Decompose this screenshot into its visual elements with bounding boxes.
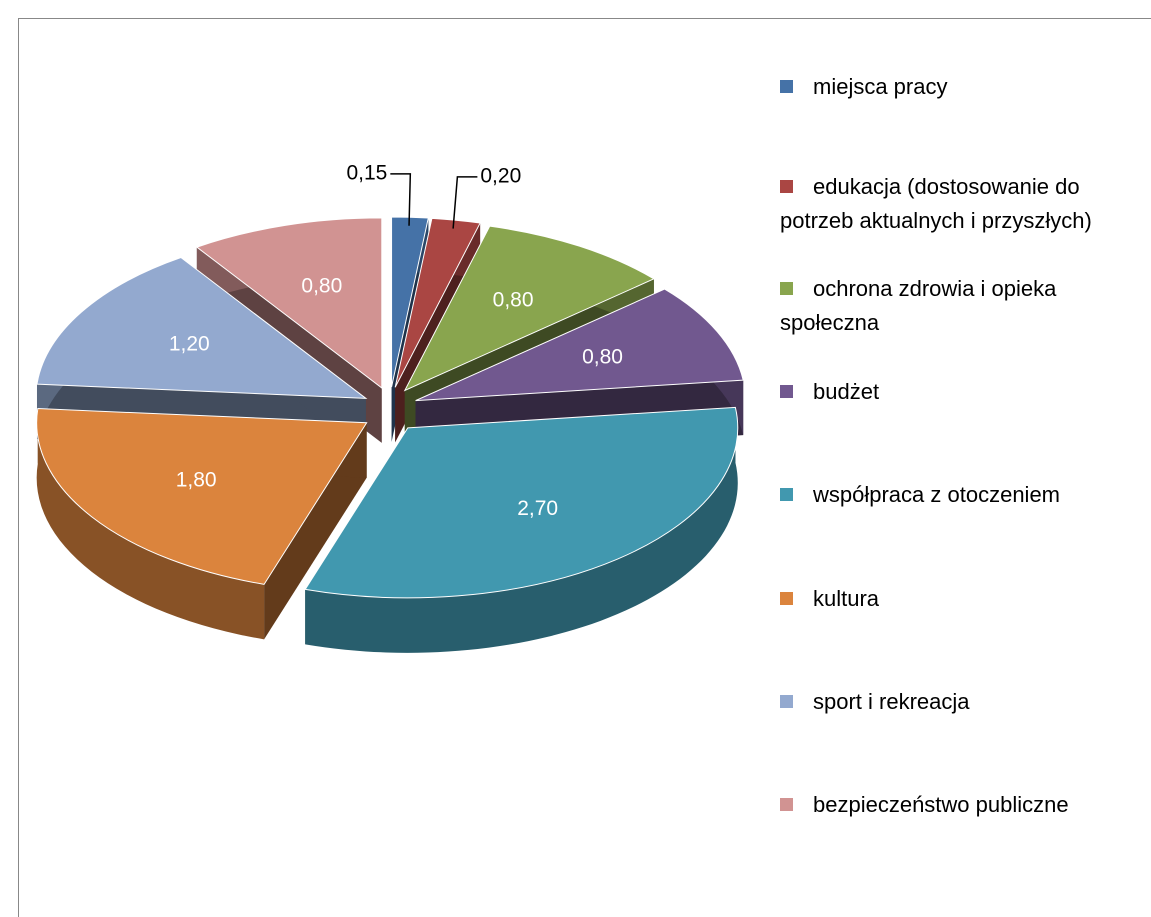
legend-item: edukacja (dostosowanie do potrzeb aktual…	[780, 170, 1140, 238]
legend-label: sport i rekreacja	[813, 689, 970, 714]
slice-wall	[264, 422, 367, 640]
legend-swatch	[780, 695, 793, 708]
slice	[415, 288, 744, 402]
chart-border	[18, 18, 1151, 917]
slice-side	[305, 407, 738, 653]
data-label: 0,15	[346, 161, 387, 184]
data-label: 1,80	[176, 469, 217, 492]
data-label: 2,70	[517, 497, 558, 520]
slice-side	[36, 408, 265, 640]
data-label: 0,80	[582, 345, 623, 368]
legend-swatch	[780, 180, 793, 193]
legend-item: kultura	[780, 582, 1140, 616]
legend-item: miejsca pracy	[780, 70, 1140, 104]
legend-item: sport i rekreacja	[780, 685, 1140, 719]
legend-item: budżet	[780, 375, 1140, 409]
legend-label: kultura	[813, 586, 880, 611]
legend-item: współpraca z otoczeniem	[780, 478, 1140, 512]
legend-swatch	[780, 282, 793, 295]
slice	[195, 217, 383, 389]
legend-label: budżet	[813, 379, 880, 404]
legend-label: bezpieczeństwo publiczne	[813, 792, 1069, 817]
legend-swatch	[780, 592, 793, 605]
slice	[394, 217, 481, 388]
legend-item: bezpieczeństwo publiczne	[780, 788, 1140, 822]
legend-swatch	[780, 385, 793, 398]
legend-label: edukacja (dostosowanie do potrzeb aktual…	[780, 174, 1092, 233]
legend-label: miejsca pracy	[813, 74, 948, 99]
data-label: 0,80	[301, 275, 342, 298]
legend-item: ochrona zdrowia i opieka społeczna	[780, 272, 1140, 340]
legend-swatch	[780, 488, 793, 501]
slice	[36, 408, 368, 585]
leader-line	[452, 176, 478, 229]
slice	[403, 225, 655, 392]
legend-label: ochrona zdrowia i opieka społeczna	[780, 276, 1057, 335]
data-label: 0,80	[493, 289, 534, 312]
data-label: 1,20	[169, 333, 210, 356]
legend-swatch	[780, 798, 793, 811]
data-label: 0,20	[480, 164, 521, 187]
legend-label: współpraca z otoczeniem	[813, 482, 1061, 507]
leader-line	[390, 173, 412, 226]
slice	[304, 406, 739, 599]
legend-swatch	[780, 80, 793, 93]
slice	[36, 256, 368, 399]
